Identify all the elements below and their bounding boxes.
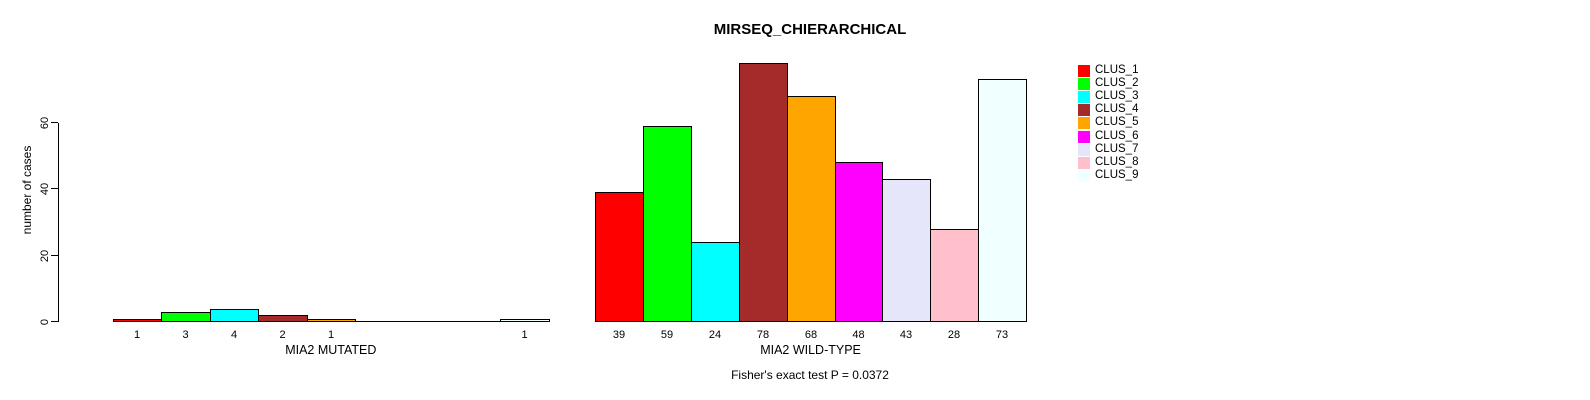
bar-value-label: 28 [947,329,961,341]
y-tick-mark [51,321,58,322]
bar-value-label: 39 [612,329,626,341]
bar-value-label: 68 [804,329,818,341]
legend-label: CLUS_9 [1095,168,1139,181]
y-tick-label: 40 [39,182,51,196]
chart-title: MIRSEQ_CHIERARCHICAL [713,21,907,38]
legend-swatch-clus_8 [1078,156,1090,169]
legend-swatch-clus_7 [1078,143,1090,156]
legend-item-clus_3: CLUS_3 [1078,90,1148,104]
bar-clus_6 [835,162,883,322]
y-tick-label: 60 [39,116,51,130]
x-group-label-mia2-wild-type: MIA2 WILD-TYPE [760,343,861,357]
x-group-label-mia2-mutated: MIA2 MUTATED [285,343,377,357]
bar-clus_2 [643,126,692,322]
bar-value-label: 1 [327,329,335,341]
bar-value-label: 1 [133,329,141,341]
y-tick-label: 0 [39,318,51,326]
legend-label: CLUS_4 [1095,103,1139,116]
bar-clus_8 [930,229,979,322]
bar-clus_5 [307,319,356,322]
y-tick-label: 20 [39,249,51,263]
legend-label: CLUS_2 [1095,77,1139,90]
bar-clus_4 [258,315,308,322]
bar-clus_5 [787,96,836,322]
legend-label: CLUS_6 [1095,129,1139,142]
bar-clus_9 [978,79,1027,322]
bar-zero-clus_8 [452,321,501,322]
legend-label: CLUS_8 [1095,155,1139,168]
legend-label: CLUS_5 [1095,116,1139,129]
legend-swatch-clus_1 [1078,65,1090,77]
bar-clus_3 [691,242,740,322]
legend-item-clus_2: CLUS_2 [1078,77,1148,91]
bar-value-label: 43 [899,329,913,341]
legend-swatch-clus_9 [1078,169,1090,182]
y-tick-mark [51,255,58,256]
y-tick-mark [51,188,58,189]
legend-item-clus_1: CLUS_1 [1078,64,1148,77]
bar-clus_1 [113,319,162,322]
bar-value-label: 1 [521,329,528,341]
legend-swatch-clus_5 [1078,117,1090,130]
bar-value-label: 59 [660,329,674,341]
y-tick-mark [51,122,58,123]
bar-value-label: 3 [182,329,189,341]
bar-zero-clus_6 [355,321,404,322]
legend-item-clus_5: CLUS_5 [1078,116,1148,130]
legend-label: CLUS_3 [1095,90,1139,103]
bar-clus_7 [882,179,931,322]
legend-item-clus_8: CLUS_8 [1078,156,1148,169]
legend-swatch-clus_3 [1078,91,1090,104]
y-axis-line [58,123,59,322]
bar-clus_3 [210,309,259,322]
legend-swatch-clus_2 [1078,78,1090,91]
legend-item-clus_7: CLUS_7 [1078,143,1148,156]
legend-item-clus_4: CLUS_4 [1078,103,1148,117]
y-axis-label: number of cases [20,145,34,235]
legend-swatch-clus_6 [1078,130,1090,143]
bar-value-label: 48 [852,329,865,341]
bar-clus_2 [161,312,211,322]
bar-value-label: 73 [995,329,1009,341]
bar-value-label: 78 [756,329,770,341]
legend-swatch-clus_4 [1078,104,1090,117]
bar-value-label: 2 [279,329,286,341]
bar-zero-clus_7 [403,321,453,322]
legend-item-clus_9: CLUS_9 [1078,169,1148,182]
fisher-test-annotation: Fisher's exact test P = 0.0372 [731,368,889,382]
bar-clus_1 [595,192,644,322]
bar-clus_4 [739,63,788,322]
bar-value-label: 4 [230,329,238,341]
legend-label: CLUS_7 [1095,142,1139,155]
legend-item-clus_6: CLUS_6 [1078,130,1148,143]
legend-label: CLUS_1 [1095,64,1139,76]
bar-clus_9 [500,319,550,322]
bar-value-label: 24 [708,329,722,341]
